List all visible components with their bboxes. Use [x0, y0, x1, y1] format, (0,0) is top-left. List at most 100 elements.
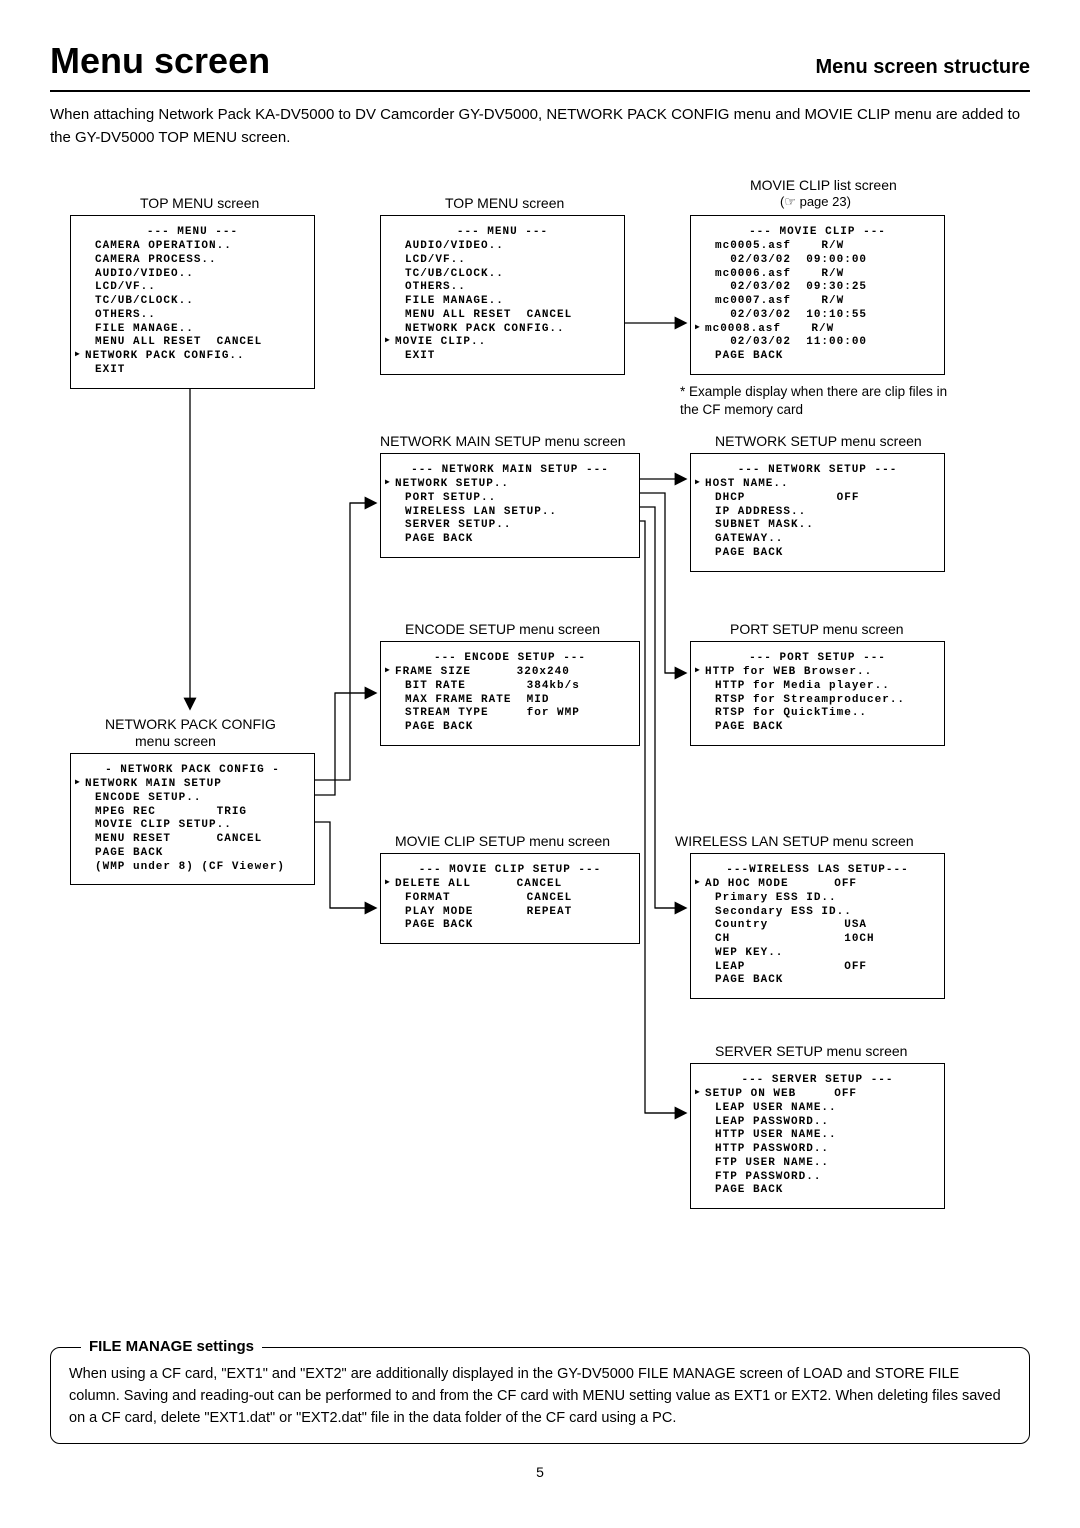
encode-label: ENCODE SETUP menu screen — [405, 621, 600, 637]
port-line-2: RTSP for Streamproducer.. — [705, 694, 930, 708]
top2-line-6: NETWORK PACK CONFIG.. — [395, 323, 610, 337]
mcList-line-2: mc0006.asf R/W — [705, 268, 930, 282]
top2-line-2: TC/UB/CLOCK.. — [395, 268, 610, 282]
top1-line-8: NETWORK PACK CONFIG.. — [85, 350, 300, 364]
top2-line-8: EXIT — [395, 350, 610, 364]
page-subtitle: Menu screen structure — [815, 56, 1030, 79]
encode-box: --- ENCODE SETUP --- FRAME SIZE 320x240BI… — [380, 641, 640, 746]
wlan-line-1: Primary ESS ID.. — [705, 892, 930, 906]
netSetup-line-3: SUBNET MASK.. — [705, 519, 930, 533]
top2-title: --- MENU --- — [395, 226, 610, 238]
server-line-7: PAGE BACK — [705, 1184, 930, 1198]
npc-line-4: MENU RESET CANCEL — [85, 833, 300, 847]
server-line-5: FTP USER NAME.. — [705, 1157, 930, 1171]
wlan-line-3: Country USA — [705, 919, 930, 933]
mcSetup-line-3: PAGE BACK — [395, 919, 625, 933]
port-box: --- PORT SETUP ---HTTP for WEB Browser..… — [690, 641, 945, 746]
encode-line-0: FRAME SIZE 320x240 — [395, 666, 625, 680]
netSetup-line-2: IP ADDRESS.. — [705, 506, 930, 520]
netMain-line-1: PORT SETUP.. — [395, 492, 625, 506]
npc-box: - NETWORK PACK CONFIG - NETWORK MAIN SETU… — [70, 753, 315, 885]
port-line-3: RTSP for QuickTime.. — [705, 707, 930, 721]
netMain-label: NETWORK MAIN SETUP menu screen — [380, 433, 626, 449]
top1-line-2: AUDIO/VIDEO.. — [85, 268, 300, 282]
wlan-line-6: LEAP OFF — [705, 961, 930, 975]
top1-line-0: CAMERA OPERATION.. — [85, 240, 300, 254]
encode-line-2: MAX FRAME RATE MID — [395, 694, 625, 708]
netSetup-title: --- NETWORK SETUP --- — [705, 464, 930, 476]
port-title: --- PORT SETUP --- — [705, 652, 930, 664]
mcList-line-1: 02/03/02 09:00:00 — [705, 254, 930, 268]
intro-text: When attaching Network Pack KA-DV5000 to… — [50, 104, 1030, 149]
wlan-line-0: AD HOC MODE OFF — [705, 878, 930, 892]
netMain-line-0: NETWORK SETUP.. — [395, 478, 625, 492]
port-line-4: PAGE BACK — [705, 721, 930, 735]
npc-label2: menu screen — [135, 733, 216, 749]
server-title: --- SERVER SETUP --- — [705, 1074, 930, 1086]
encode-line-4: PAGE BACK — [395, 721, 625, 735]
wlan-label: WIRELESS LAN SETUP menu screen — [675, 833, 914, 849]
mcList-line-7: 02/03/02 11:00:00 — [705, 336, 930, 350]
npc-label: NETWORK PACK CONFIG — [105, 716, 276, 732]
server-line-2: LEAP PASSWORD.. — [705, 1116, 930, 1130]
top1-line-4: TC/UB/CLOCK.. — [85, 295, 300, 309]
mcSetup-label: MOVIE CLIP SETUP menu screen — [395, 833, 610, 849]
file-manage-title: FILE MANAGE settings — [81, 1338, 262, 1355]
top1-line-9: EXIT — [85, 364, 300, 378]
netMain-line-3: SERVER SETUP.. — [395, 519, 625, 533]
mcList-line-8: PAGE BACK — [705, 350, 930, 364]
wlan-title: ---WIRELESS LAS SETUP--- — [705, 864, 930, 876]
top1-line-3: LCD/VF.. — [85, 281, 300, 295]
wlan-box: ---WIRELESS LAS SETUP--- AD HOC MODE OFFP… — [690, 853, 945, 999]
netMain-box: --- NETWORK MAIN SETUP --- NETWORK SETUP.… — [380, 453, 640, 558]
server-line-0: SETUP ON WEB OFF — [705, 1088, 930, 1102]
server-line-4: HTTP PASSWORD.. — [705, 1143, 930, 1157]
top1-line-5: OTHERS.. — [85, 309, 300, 323]
file-manage-box: FILE MANAGE settings When using a CF car… — [50, 1347, 1030, 1444]
top1-line-7: MENU ALL RESET CANCEL — [85, 336, 300, 350]
top2-line-5: MENU ALL RESET CANCEL — [395, 309, 610, 323]
menu-structure-diagram: * Example display when there are clip fi… — [50, 173, 1030, 1323]
netMain-line-4: PAGE BACK — [395, 533, 625, 547]
top2-label: TOP MENU screen — [445, 195, 564, 211]
mcList-line-0: mc0005.asf R/W — [705, 240, 930, 254]
npc-line-3: MOVIE CLIP SETUP.. — [85, 819, 300, 833]
netMain-title: --- NETWORK MAIN SETUP --- — [395, 464, 625, 476]
npc-title: - NETWORK PACK CONFIG - — [85, 764, 300, 776]
top2-line-0: AUDIO/VIDEO.. — [395, 240, 610, 254]
encode-title: --- ENCODE SETUP --- — [395, 652, 625, 664]
page-title: Menu screen — [50, 40, 270, 82]
netSetup-line-1: DHCP OFF — [705, 492, 930, 506]
top1-box: --- MENU --- CAMERA OPERATION..CAMERA PRO… — [70, 215, 315, 389]
server-box: --- SERVER SETUP ---SETUP ON WEB OFFLEAP… — [690, 1063, 945, 1209]
encode-line-1: BIT RATE 384kb/s — [395, 680, 625, 694]
file-manage-body: When using a CF card, "EXT1" and "EXT2" … — [69, 1364, 1011, 1429]
top2-line-1: LCD/VF.. — [395, 254, 610, 268]
mcSetup-line-1: FORMAT CANCEL — [395, 892, 625, 906]
mcList-line-6: mc0008.asf R/W — [705, 323, 930, 337]
port-label: PORT SETUP menu screen — [730, 621, 904, 637]
server-line-6: FTP PASSWORD.. — [705, 1171, 930, 1185]
mcList-title: --- MOVIE CLIP --- — [705, 226, 930, 238]
encode-line-3: STREAM TYPE for WMP — [395, 707, 625, 721]
top1-line-6: FILE MANAGE.. — [85, 323, 300, 337]
top1-title: --- MENU --- — [85, 226, 300, 238]
mcSetup-title: --- MOVIE CLIP SETUP --- — [395, 864, 625, 876]
mcList-sublabel: (☞ page 23) — [780, 194, 851, 210]
top2-line-4: FILE MANAGE.. — [395, 295, 610, 309]
server-label: SERVER SETUP menu screen — [715, 1043, 907, 1059]
top1-line-1: CAMERA PROCESS.. — [85, 254, 300, 268]
netSetup-line-0: HOST NAME.. — [705, 478, 930, 492]
mcList-line-3: 02/03/02 09:30:25 — [705, 281, 930, 295]
npc-line-5: PAGE BACK — [85, 847, 300, 861]
wlan-line-5: WEP KEY.. — [705, 947, 930, 961]
wlan-line-2: Secondary ESS ID.. — [705, 906, 930, 920]
server-line-1: LEAP USER NAME.. — [705, 1102, 930, 1116]
mcSetup-line-0: DELETE ALL CANCEL — [395, 878, 625, 892]
top2-line-7: MOVIE CLIP.. — [395, 336, 610, 350]
netSetup-line-4: GATEWAY.. — [705, 533, 930, 547]
mcList-box: --- MOVIE CLIP --- mc0005.asf R/W 02/03/0… — [690, 215, 945, 375]
page-header: Menu screen Menu screen structure — [50, 40, 1030, 92]
mcList-line-4: mc0007.asf R/W — [705, 295, 930, 309]
npc-line-0: NETWORK MAIN SETUP — [85, 778, 300, 792]
